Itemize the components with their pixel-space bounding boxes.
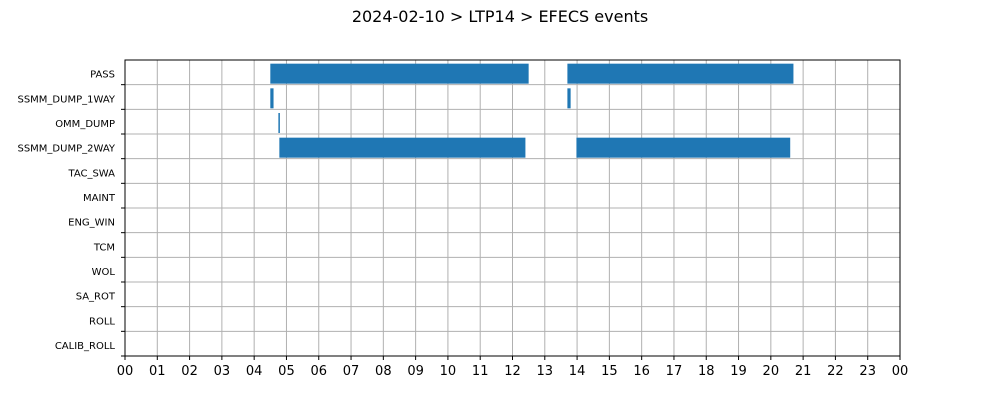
x-tick-label: 04 — [246, 364, 263, 379]
x-tick-label: 15 — [601, 364, 618, 379]
x-tick-label: 05 — [278, 364, 295, 379]
y-tick-label: SSMM_DUMP_1WAY — [17, 94, 115, 105]
x-tick-label: 06 — [310, 364, 327, 379]
event-bar-pass — [567, 63, 794, 84]
event-bar-ssmm-dump-2way — [279, 137, 526, 158]
y-tick-label: PASS — [90, 70, 115, 81]
x-tick-label: 20 — [763, 364, 780, 379]
y-tick-label: ROLL — [89, 316, 115, 327]
x-axis: 00 01 02 03 04 05 06 07 08 09 10 11 12 13 14 15 16 17 18 19… — [117, 356, 909, 379]
event-bar-pass — [270, 63, 529, 84]
x-tick-label: 21 — [795, 364, 812, 379]
x-tick-label: 13 — [537, 364, 554, 379]
event-bar-ssmm-dump-2way — [576, 137, 791, 158]
x-tick-label: 10 — [440, 364, 457, 379]
event-bar-ssmm-dump-1way — [270, 88, 274, 109]
x-tick-label: 08 — [375, 364, 392, 379]
x-tick-label: 07 — [343, 364, 360, 379]
y-tick-label: WOL — [92, 267, 116, 278]
x-tick-label: 22 — [827, 364, 844, 379]
x-tick-label: 17 — [666, 364, 683, 379]
x-tick-label: 19 — [730, 364, 747, 379]
x-tick-label: 18 — [698, 364, 715, 379]
event-bar-ssmm-dump-1way — [567, 88, 571, 109]
y-tick-label: TCM — [93, 242, 115, 253]
y-tick-label: TAC_SWA — [67, 168, 115, 179]
x-tick-label: 03 — [214, 364, 231, 379]
y-tick-label: MAINT — [83, 193, 116, 204]
y-tick-label: CALIB_ROLL — [55, 341, 116, 352]
y-tick-label: OMM_DUMP — [55, 119, 115, 130]
x-tick-label: 11 — [472, 364, 489, 379]
x-tick-label: 00 — [117, 364, 134, 379]
y-tick-label: SA_ROT — [76, 292, 116, 303]
x-tick-label: 16 — [633, 364, 650, 379]
x-tick-label: 14 — [569, 364, 586, 379]
grid — [124, 60, 901, 357]
event-bars — [270, 63, 794, 158]
y-axis: PASS SSMM_DUMP_1WAY OMM_DUMP SSMM_DUMP_2WAY… — [17, 70, 125, 357]
y-tick-label: SSMM_DUMP_2WAY — [17, 144, 115, 155]
event-bar-omm-dump — [278, 113, 280, 133]
x-tick-label: 01 — [149, 364, 166, 379]
x-tick-label: 02 — [181, 364, 198, 379]
x-tick-label: 23 — [859, 364, 876, 379]
y-tick-label: ENG_WIN — [68, 218, 115, 229]
x-tick-label: 12 — [504, 364, 521, 379]
x-tick-label: 00 — [892, 364, 909, 379]
chart-title: 2024-02-10 > LTP14 > EFECS events — [352, 7, 648, 26]
x-tick-label: 09 — [407, 364, 424, 379]
